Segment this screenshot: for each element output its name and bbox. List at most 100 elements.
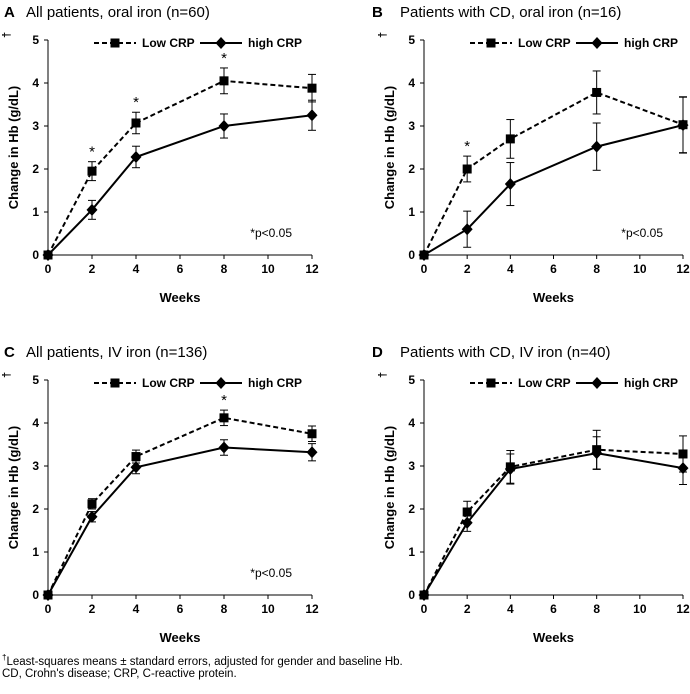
legend-low-crp-marker xyxy=(110,378,120,388)
panel-title: Patients with CD, oral iron (n=16) xyxy=(400,4,621,21)
panel-title: All patients, oral iron (n=60) xyxy=(26,4,210,21)
x-tick-label: 6 xyxy=(177,602,184,616)
high-crp-point xyxy=(504,178,516,191)
significance-asterisk: * xyxy=(133,94,139,111)
x-tick-label: 12 xyxy=(305,602,319,616)
low-crp-point xyxy=(219,76,229,86)
y-tick-label: 0 xyxy=(32,588,39,602)
chart-panel-d: D Patients with CD, IV iron (n=40)0123450… xyxy=(372,344,690,645)
low-crp-point xyxy=(505,134,515,144)
y-tick-label: 3 xyxy=(32,459,39,473)
high-crp-point xyxy=(591,447,603,460)
x-tick-label: 2 xyxy=(464,602,471,616)
legend: Low CRP high CRP xyxy=(94,36,302,50)
significance-asterisk: * xyxy=(221,50,227,67)
legend-low-crp-label: Low CRP xyxy=(518,376,571,390)
footnote-line-2: CD, Crohn's disease; CRP, C-reactive pro… xyxy=(2,668,237,680)
panel-title: All patients, IV iron (n=136) xyxy=(26,344,207,361)
legend-high-crp-label: high CRP xyxy=(624,376,678,390)
y-tick-label: 0 xyxy=(408,248,415,262)
panel-letter: A xyxy=(4,4,15,21)
y-axis-label: Change in Hb (g/dL) xyxy=(382,86,397,209)
x-tick-label: 10 xyxy=(261,602,275,616)
low-crp-point xyxy=(87,499,97,509)
y-tick-label: 4 xyxy=(32,416,39,430)
x-tick-label: 4 xyxy=(133,602,140,616)
x-axis-label: Weeks xyxy=(160,290,201,305)
high-crp-point xyxy=(677,119,689,132)
y-tick-label: 4 xyxy=(32,76,39,90)
y-tick-label: 4 xyxy=(408,76,415,90)
y-tick-label: 5 xyxy=(408,33,415,47)
x-tick-label: 4 xyxy=(133,262,140,276)
high-crp-point xyxy=(306,446,318,459)
legend-low-crp-label: Low CRP xyxy=(142,36,195,50)
low-crp-line xyxy=(47,416,313,596)
low-crp-point xyxy=(131,452,141,462)
footnote-line-1-text: Least-squares means ± standard errors, a… xyxy=(6,655,403,668)
footnote-line-1: †Least-squares means ± standard errors, … xyxy=(2,650,403,670)
legend: Low CRP high CRP xyxy=(94,376,302,390)
y-tick-label: 1 xyxy=(408,545,415,559)
y-tick-label: 3 xyxy=(408,459,415,473)
p-value-annotation: *p<0.05 xyxy=(621,226,663,240)
high-crp-point xyxy=(418,249,430,261)
y-axis-label-dagger: † xyxy=(377,32,389,38)
low-crp-point xyxy=(462,164,472,174)
legend-low-crp-marker xyxy=(486,38,496,48)
legend-high-crp-label: high CRP xyxy=(248,376,302,390)
high-crp-point xyxy=(418,589,430,601)
high-crp-point xyxy=(218,441,230,454)
high-crp-point xyxy=(218,120,230,132)
chart-panel-b: B Patients with CD, oral iron (n=16) 0 12 3 4… xyxy=(372,4,690,305)
legend-low-crp-marker xyxy=(110,38,120,48)
low-crp-point xyxy=(592,87,602,97)
low-crp-point xyxy=(131,118,141,128)
x-tick-label: 0 xyxy=(45,262,52,276)
legend-high-crp-marker xyxy=(591,377,603,389)
y-axis-label-dagger: † xyxy=(1,32,13,38)
x-axis-label: Weeks xyxy=(160,630,201,645)
panel-letter: C xyxy=(4,344,15,361)
legend: Low CRP high CRP xyxy=(470,376,678,390)
x-tick-label: 10 xyxy=(261,262,275,276)
y-tick-label: 1 xyxy=(32,205,39,219)
y-tick-label: 5 xyxy=(408,373,415,387)
x-axis-label: Weeks xyxy=(533,290,574,305)
legend-high-crp-marker xyxy=(215,377,227,389)
low-crp-point xyxy=(307,429,317,439)
p-value-annotation: *p<0.05 xyxy=(250,566,292,580)
legend-low-crp-label: Low CRP xyxy=(518,36,571,50)
significance-asterisk: * xyxy=(221,392,227,409)
y-axis-label: Change in Hb (g/dL) xyxy=(6,426,21,549)
low-crp-point xyxy=(219,413,229,423)
y-tick-label: 3 xyxy=(32,119,39,133)
panel-letter: D xyxy=(372,344,383,361)
y-tick-label: 2 xyxy=(32,502,39,516)
significance-asterisk: * xyxy=(464,138,470,155)
y-tick-label: 2 xyxy=(408,162,415,176)
y-axis-label-dagger: † xyxy=(377,372,389,378)
x-tick-label: 0 xyxy=(421,602,428,616)
high-crp-point xyxy=(130,150,142,163)
x-tick-label: 2 xyxy=(89,602,96,616)
high-crp-point xyxy=(306,109,318,122)
x-tick-label: 8 xyxy=(593,602,600,616)
high-crp-point xyxy=(677,462,689,475)
panel-letter: B xyxy=(372,4,383,21)
x-tick-label: 4 xyxy=(507,262,514,276)
x-tick-label: 0 xyxy=(421,262,428,276)
y-axis-label-dagger: † xyxy=(1,372,13,378)
legend-high-crp-marker xyxy=(591,37,603,49)
x-tick-label: 12 xyxy=(676,262,690,276)
high-crp-point xyxy=(42,589,54,601)
high-crp-point xyxy=(461,516,473,529)
x-tick-label: 6 xyxy=(177,262,184,276)
y-tick-label: 3 xyxy=(408,119,415,133)
y-tick-label: 5 xyxy=(32,373,39,387)
y-tick-label: 0 xyxy=(32,248,39,262)
x-tick-label: 12 xyxy=(676,602,690,616)
